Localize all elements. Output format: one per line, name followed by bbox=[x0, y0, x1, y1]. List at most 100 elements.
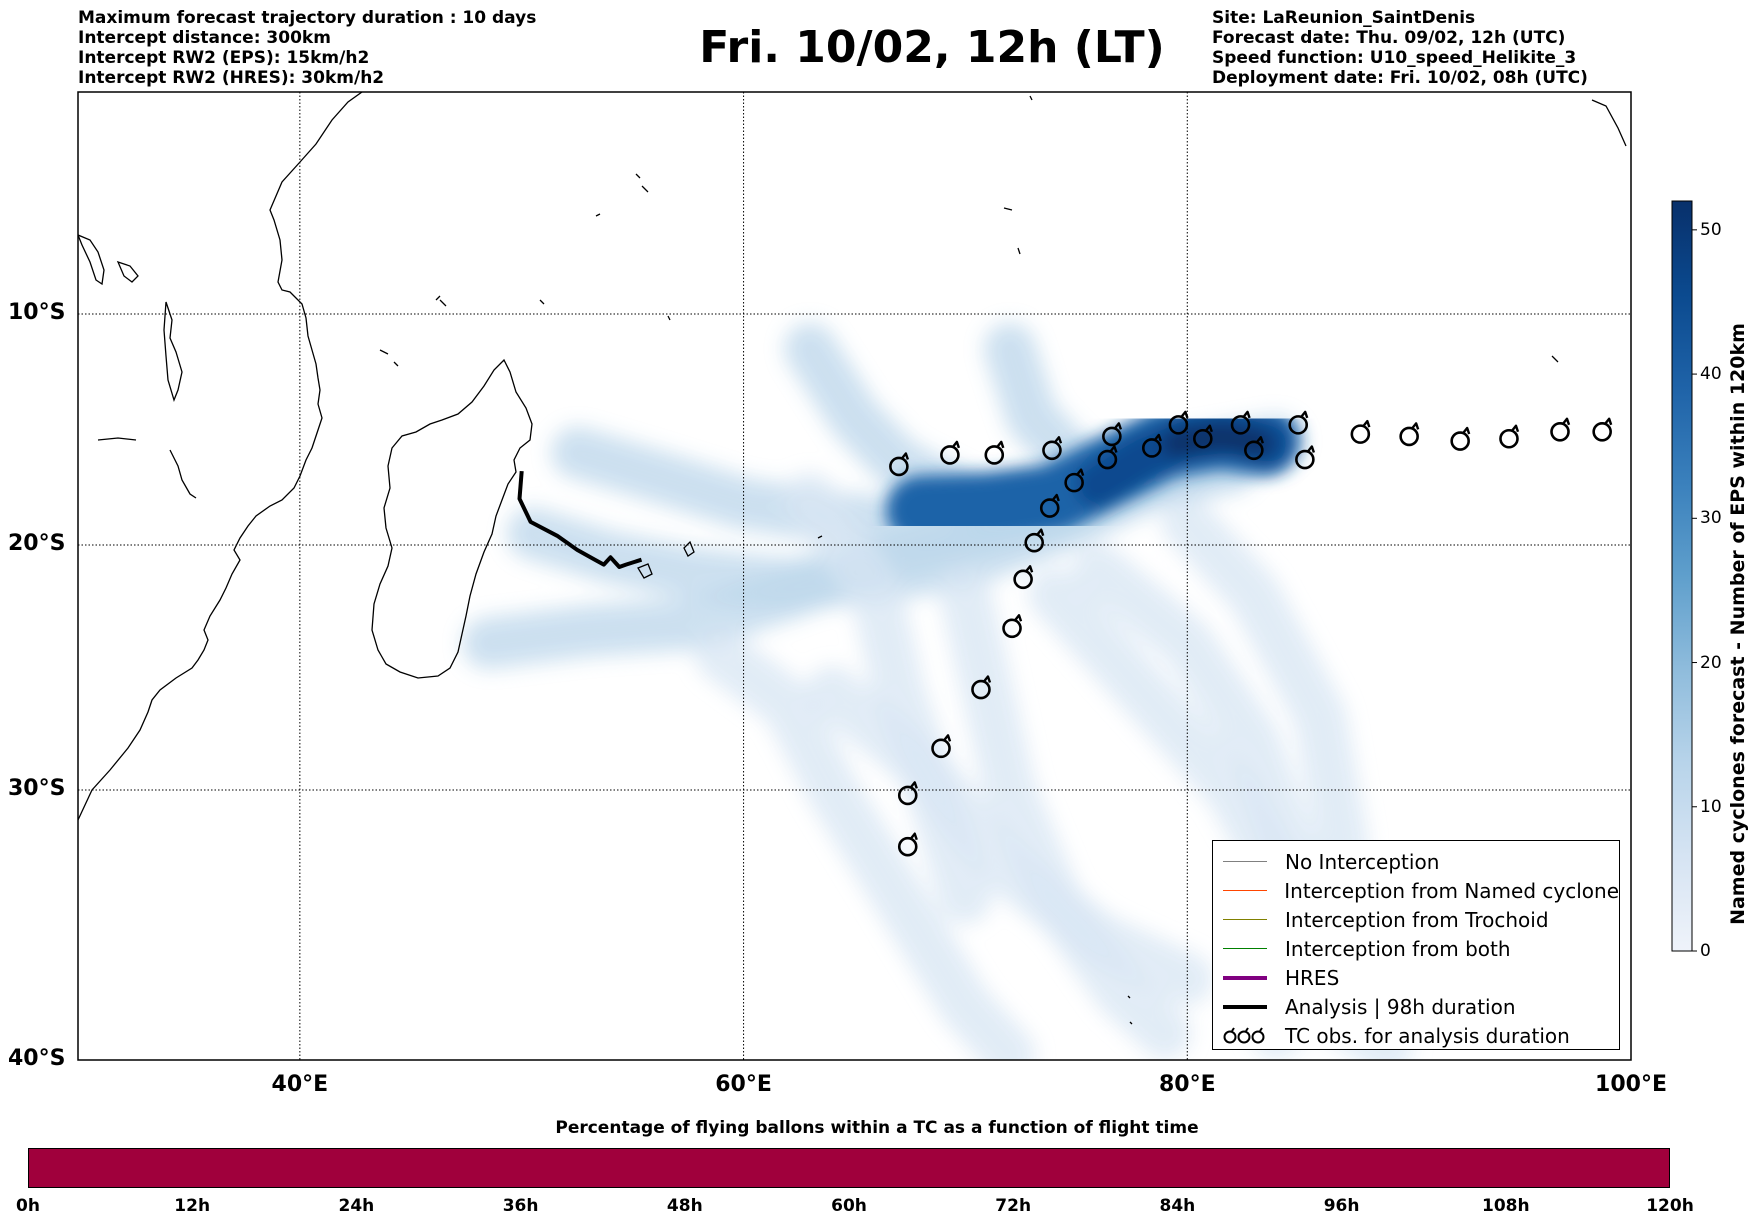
tc-observation-icon bbox=[984, 440, 1005, 465]
island bbox=[97, 437, 137, 441]
tc-observation-icon bbox=[940, 440, 961, 465]
param-line: Maximum forecast trajectory duration : 1… bbox=[78, 8, 537, 28]
madagascar-coastline bbox=[371, 358, 533, 679]
site-line: Speed function: U10_speed_Helikite_3 bbox=[1212, 48, 1577, 68]
time-bar-tick: 24h bbox=[338, 1196, 375, 1216]
island bbox=[595, 95, 1627, 363]
tc-observation-icon bbox=[971, 675, 992, 700]
legend-label: Interception from Named cyclone bbox=[1284, 878, 1619, 903]
colorbar-tick-label: 20 bbox=[1700, 652, 1722, 673]
legend-line-swatch bbox=[1219, 975, 1271, 980]
tc-observation-icon bbox=[1230, 410, 1251, 435]
tc-observation-icon bbox=[1024, 528, 1045, 553]
time-bar-title: Percentage of flying ballons within a TC… bbox=[555, 1118, 1199, 1138]
colorbar-tick-label: 10 bbox=[1700, 796, 1722, 817]
tc-observations bbox=[889, 410, 1613, 857]
tc-observation-icon bbox=[1002, 614, 1023, 639]
tc-observation-icon bbox=[1097, 445, 1118, 470]
tc-observation-icon bbox=[1102, 422, 1122, 447]
legend-entry-named-cyclone: Interception from Named cyclone bbox=[1213, 876, 1619, 905]
lat-label-20s: 20°S bbox=[8, 531, 66, 556]
legend-entry-analysis: Analysis | 98h duration bbox=[1213, 992, 1619, 1021]
tc-observation-icon bbox=[1064, 468, 1085, 493]
tc-observation-icon bbox=[1168, 410, 1189, 435]
legend-line-swatch bbox=[1219, 919, 1271, 920]
tc-observation-icon bbox=[889, 452, 910, 477]
island bbox=[169, 449, 197, 499]
colorbar-tick-label: 50 bbox=[1700, 219, 1722, 240]
time-bar bbox=[28, 1148, 1670, 1188]
map-title: Fri. 10/02, 12h (LT) bbox=[699, 22, 1165, 73]
tc-observation-icon bbox=[1013, 565, 1034, 590]
lat-label-40s: 40°S bbox=[8, 1046, 66, 1071]
tc-observation-icon bbox=[897, 832, 918, 857]
param-line: Intercept distance: 300km bbox=[78, 28, 331, 48]
eps-density-layer bbox=[462, 322, 1413, 1060]
lon-label-100e: 100°E bbox=[1595, 1072, 1667, 1097]
site-line: Site: LaReunion_SaintDenis bbox=[1212, 8, 1476, 28]
graticule bbox=[78, 92, 1631, 1060]
legend-line-swatch bbox=[1219, 890, 1270, 891]
colorbar bbox=[1671, 200, 1693, 952]
legend-label: No Interception bbox=[1285, 849, 1440, 874]
tc-observation-icon bbox=[931, 734, 952, 759]
colorbar-label: Named cyclones forecast - Number of EPS … bbox=[1727, 323, 1749, 925]
time-bar-tick: 0h bbox=[16, 1196, 40, 1216]
analysis-track bbox=[517, 470, 643, 569]
legend-entry-both: Interception from both bbox=[1213, 934, 1619, 963]
tc-observation-icon bbox=[1499, 424, 1520, 449]
site-info: Site: LaReunion_SaintDenis Forecast date… bbox=[1212, 8, 1588, 88]
param-line: Intercept RW2 (EPS): 15km/h2 bbox=[78, 48, 370, 68]
legend-entry-trochoid: Interception from Trochoid bbox=[1213, 905, 1619, 934]
analysis-trajectory bbox=[517, 470, 643, 569]
map-frame bbox=[77, 91, 1632, 1061]
tc-observation-icon bbox=[1288, 410, 1309, 435]
tc-symbol-icon bbox=[1219, 1026, 1271, 1046]
site-line: Forecast date: Thu. 09/02, 12h (UTC) bbox=[1212, 28, 1566, 48]
legend-label: Analysis | 98h duration bbox=[1285, 994, 1516, 1019]
legend-entry-no-interception: No Interception bbox=[1213, 847, 1619, 876]
island bbox=[163, 301, 183, 402]
colorbar-tick-label: 30 bbox=[1700, 508, 1722, 529]
tc-observation-icon bbox=[897, 781, 918, 806]
lat-label-10s: 10°S bbox=[8, 300, 66, 325]
time-bar-tick: 48h bbox=[666, 1196, 703, 1216]
eps-core-swath bbox=[1162, 422, 1273, 458]
coastlines bbox=[78, 92, 1627, 1025]
legend-label: HRES bbox=[1285, 965, 1340, 990]
time-bar-tick: 12h bbox=[174, 1196, 211, 1216]
lon-label-80e: 80°E bbox=[1158, 1072, 1216, 1097]
time-bar-tick: 84h bbox=[1159, 1196, 1196, 1216]
colorbar-tick-label: 40 bbox=[1700, 364, 1722, 385]
eps-swath bbox=[784, 472, 992, 924]
island bbox=[116, 260, 139, 283]
eps-swath bbox=[1072, 543, 1325, 897]
island bbox=[1127, 995, 1133, 1025]
time-bar-tick: 120h bbox=[1646, 1196, 1694, 1216]
tc-symbol-icon bbox=[1223, 1026, 1265, 1043]
tc-observation-icon bbox=[1244, 436, 1264, 461]
tc-observation-icon bbox=[1399, 422, 1420, 447]
map-legend: No Interception Interception from Named … bbox=[1212, 840, 1620, 1050]
tc-observation-icon bbox=[1592, 417, 1613, 442]
lon-label-40e: 40°E bbox=[271, 1072, 329, 1097]
mauritius-island bbox=[683, 540, 695, 557]
tc-observation-icon bbox=[1141, 433, 1162, 458]
legend-line-swatch bbox=[1219, 1004, 1271, 1009]
site-line: Deployment date: Fri. 10/02, 08h (UTC) bbox=[1212, 68, 1588, 88]
colorbar-tick-label: 0 bbox=[1700, 941, 1711, 961]
tc-observation-icon bbox=[1295, 445, 1316, 470]
tc-observation-icon bbox=[1193, 424, 1213, 449]
tc-observation-icon bbox=[1450, 426, 1471, 451]
legend-label: Interception from Trochoid bbox=[1285, 907, 1549, 932]
eps-swath bbox=[695, 629, 1036, 1060]
time-bar-tick: 108h bbox=[1482, 1196, 1530, 1216]
param-line: Intercept RW2 (HRES): 30km/h2 bbox=[78, 68, 385, 88]
colorbar-ticks bbox=[1692, 229, 1697, 952]
eps-swath bbox=[939, 568, 1192, 1059]
time-bar-tick: 36h bbox=[502, 1196, 539, 1216]
tc-observation-icon bbox=[1039, 493, 1060, 518]
lat-label-30s: 30°S bbox=[8, 776, 66, 801]
time-bar-tick: 60h bbox=[831, 1196, 867, 1216]
tc-observation-icon bbox=[1350, 419, 1371, 444]
